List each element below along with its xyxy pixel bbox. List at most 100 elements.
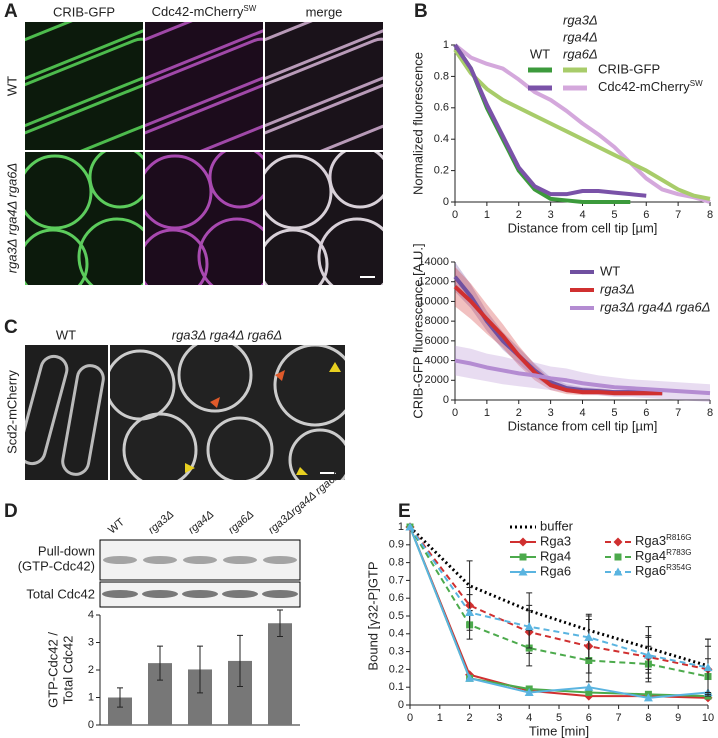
y-axis-label: Normalized fluorescence bbox=[410, 52, 425, 195]
x-tick-label: 7 bbox=[675, 407, 681, 419]
legend-label: CRIB-GFP bbox=[598, 61, 660, 76]
micrograph bbox=[145, 22, 263, 150]
marker bbox=[585, 657, 593, 664]
x-tick-label: 7 bbox=[616, 712, 622, 724]
blot-band bbox=[103, 556, 137, 564]
marker bbox=[643, 693, 653, 702]
legend-header: rga3Δ bbox=[563, 12, 598, 27]
marker bbox=[465, 673, 475, 682]
y-tick-label: 3 bbox=[88, 636, 94, 648]
series bbox=[454, 358, 711, 396]
y-tick-label: 0.6 bbox=[434, 102, 449, 114]
category-label: rga6Δ bbox=[226, 508, 256, 536]
legend-label: Rga6R354G bbox=[635, 563, 691, 579]
y-tick-label: 0.3 bbox=[389, 646, 404, 658]
line bbox=[409, 526, 709, 669]
line bbox=[409, 526, 709, 671]
column-header: WT bbox=[56, 327, 76, 342]
legend-label-main: Rga4 bbox=[635, 548, 666, 563]
legend-label-main: Rga3 bbox=[635, 533, 666, 548]
panel-label: D bbox=[4, 501, 18, 522]
y-tick-label: 1 bbox=[443, 39, 449, 51]
line bbox=[409, 526, 709, 678]
panel-label: C bbox=[4, 317, 18, 338]
x-tick-label: 8 bbox=[645, 712, 651, 724]
blot-band bbox=[262, 590, 298, 598]
column-header: merge bbox=[306, 4, 343, 19]
legend-label: buffer bbox=[540, 518, 574, 533]
marker bbox=[584, 682, 594, 691]
y-tick-label: 0.2 bbox=[434, 165, 449, 177]
y-tick-label: 0.7 bbox=[389, 574, 404, 586]
error-bar bbox=[157, 645, 163, 681]
x-tick-label: 5 bbox=[611, 407, 617, 419]
x-tick-label: 1 bbox=[484, 407, 490, 419]
x-axis-label: Distance from cell tip [µm] bbox=[508, 220, 658, 235]
legend-header: rga4Δ bbox=[563, 29, 598, 44]
marker bbox=[614, 553, 622, 561]
y-tick-label: 0.4 bbox=[389, 628, 404, 640]
marker bbox=[585, 689, 593, 697]
y-tick-label: 8000 bbox=[425, 315, 449, 327]
x-tick-label: 5 bbox=[611, 209, 617, 221]
x-tick-label: 6 bbox=[643, 209, 649, 221]
bar bbox=[268, 623, 292, 725]
category-label: rga4Δ bbox=[186, 508, 216, 536]
y-tick-label: 6000 bbox=[425, 335, 449, 347]
y-tick-label: 0.8 bbox=[434, 70, 449, 82]
x-tick-label: 3 bbox=[548, 209, 554, 221]
x-tick-label: 3 bbox=[548, 407, 554, 419]
micrograph bbox=[25, 22, 143, 150]
marker bbox=[613, 537, 623, 547]
x-axis-label: Distance from cell tip [µm] bbox=[508, 418, 658, 433]
marker bbox=[584, 632, 594, 641]
legend-label-sup: R783G bbox=[666, 548, 691, 557]
line bbox=[454, 358, 711, 396]
y-axis-label: GTP-Cdc42 / bbox=[45, 632, 60, 708]
error-bar bbox=[277, 609, 283, 637]
panel-label: A bbox=[4, 1, 18, 22]
y-tick-label: 0 bbox=[443, 394, 449, 406]
x-tick-label: 8 bbox=[707, 209, 713, 221]
y-tick-label: 12000 bbox=[418, 276, 449, 288]
y-axis-label: Bound [γ32-P]GTP bbox=[365, 561, 380, 670]
micrograph bbox=[25, 345, 108, 480]
blot-band bbox=[183, 556, 217, 564]
blot-band bbox=[223, 556, 257, 564]
y-tick-label: 0.6 bbox=[389, 592, 404, 604]
y-tick-label: 1 bbox=[88, 691, 94, 703]
x-tick-label: 1 bbox=[437, 712, 443, 724]
micrograph bbox=[110, 345, 345, 480]
y-tick-label: 4000 bbox=[425, 354, 449, 366]
y-tick-label: 0.1 bbox=[389, 681, 404, 693]
column-header: Cdc42-mCherrySW bbox=[152, 4, 257, 20]
x-tick-label: 4 bbox=[579, 209, 585, 221]
micrograph bbox=[145, 152, 263, 285]
y-tick-label: 0.2 bbox=[389, 663, 404, 675]
column-header-main: Cdc42-mCherry bbox=[152, 4, 244, 19]
legend-label: rga3Δ rga4Δ rga6Δ bbox=[600, 299, 710, 314]
blot-band bbox=[143, 556, 177, 564]
legend-label-sup: R354G bbox=[666, 563, 691, 572]
y-axis-label: CRIB-GFP fluorescence [A.U.] bbox=[410, 243, 425, 418]
legend-label: Rga4R783G bbox=[635, 548, 691, 564]
y-tick-label: 0.5 bbox=[389, 610, 404, 622]
marker bbox=[524, 622, 534, 631]
row-label: rga3Δ rga4Δ rga6Δ bbox=[4, 163, 19, 273]
y-axis-label: Total Cdc42 bbox=[60, 636, 75, 705]
series bbox=[453, 43, 711, 204]
x-tick-label: 1 bbox=[484, 209, 490, 221]
x-axis-label: Time [min] bbox=[529, 723, 589, 738]
row-label: WT bbox=[4, 76, 19, 96]
x-tick-label: 0 bbox=[407, 712, 413, 724]
line bbox=[453, 43, 647, 198]
legend-label-main: Rga6 bbox=[635, 563, 666, 578]
marker bbox=[518, 537, 528, 547]
y-tick-label: 0.4 bbox=[434, 133, 449, 145]
y-tick-label: 2 bbox=[88, 664, 94, 676]
y-tick-label: 0 bbox=[443, 196, 449, 208]
blot-band bbox=[102, 590, 138, 598]
x-tick-label: 6 bbox=[586, 712, 592, 724]
error-bar bbox=[237, 634, 243, 687]
